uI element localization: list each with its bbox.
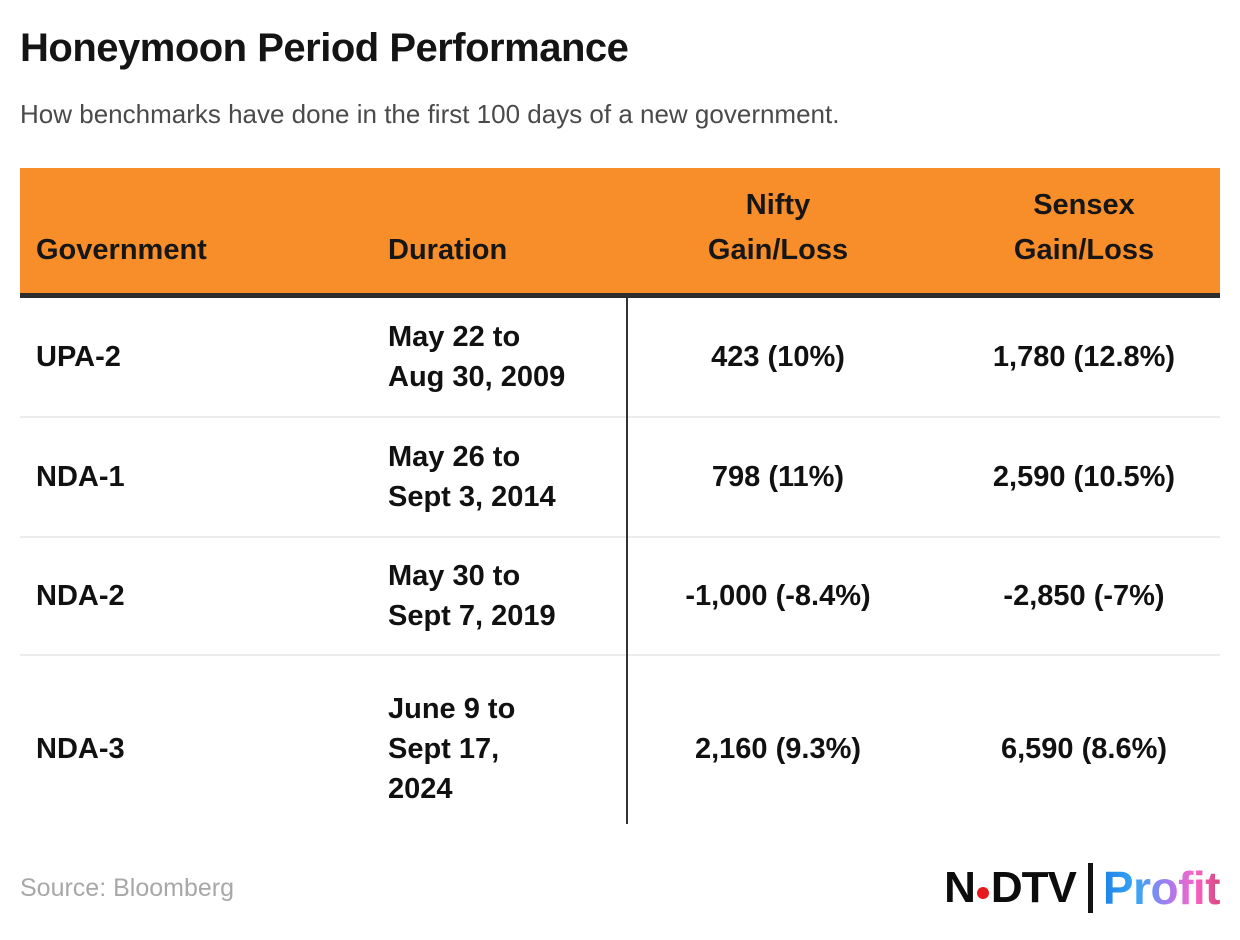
cell-nifty: -1,000 (-8.4%)	[685, 580, 871, 612]
performance-table: Government Duration Nifty Gain/Loss Sens…	[20, 168, 1220, 841]
source-text: Source: Bloomberg	[20, 873, 235, 902]
cell-nifty: 423 (10%)	[711, 341, 845, 373]
cell-sensex: 1,780 (12.8%)	[992, 341, 1176, 373]
cell-duration: May 30 to Sept 7, 2019	[388, 560, 556, 632]
cell-government: NDA-1	[36, 461, 125, 493]
table-row: NDA-2 May 30 to Sept 7, 2019 -1,000 (-8.…	[20, 538, 1220, 656]
page-title: Honeymoon Period Performance	[20, 26, 629, 70]
header-cell-sensex: Sensex Gain/Loss	[1013, 189, 1155, 266]
cell-nifty: 798 (11%)	[711, 461, 845, 493]
header-cell-duration: Duration	[388, 234, 508, 266]
cell-sensex: -2,850 (-7%)	[1003, 580, 1165, 612]
table-row: NDA-3 June 9 to Sept 17, 2024 2,160 (9.3…	[20, 656, 1220, 841]
footer: Source: Bloomberg N DTV Profit	[20, 858, 1221, 918]
header-underline	[20, 293, 1220, 298]
cell-sensex: 6,590 (8.6%)	[1000, 732, 1168, 765]
cell-duration: June 9 to Sept 17, 2024	[388, 692, 516, 805]
cell-nifty: 2,160 (9.3%)	[694, 732, 862, 765]
red-dot-icon	[976, 887, 989, 899]
page-subtitle: How benchmarks have done in the first 10…	[20, 99, 840, 129]
profit-wordmark: Profit	[1102, 862, 1221, 914]
cell-duration: May 26 to Sept 3, 2014	[388, 441, 556, 513]
header-cell-government: Government	[36, 234, 207, 266]
cell-duration: May 22 to Aug 30, 2009	[388, 321, 566, 393]
cell-government: NDA-3	[36, 732, 125, 765]
header-cell-nifty: Nifty Gain/Loss	[707, 189, 849, 266]
cell-government: NDA-2	[36, 580, 125, 612]
table-header-row: Government Duration Nifty Gain/Loss Sens…	[20, 168, 1220, 293]
ndtv-profit-logo: N DTV Profit	[944, 861, 1220, 915]
ndtv-letter-n: N	[944, 863, 976, 912]
ndtv-wordmark: N DTV	[944, 863, 1077, 913]
ndtv-letters-dtv: DTV	[990, 863, 1077, 912]
cell-sensex: 2,590 (10.5%)	[992, 461, 1176, 493]
column-divider-line	[626, 298, 628, 824]
table-row: NDA-1 May 26 to Sept 3, 2014 798 (11%) 2…	[20, 418, 1220, 538]
table-row: UPA-2 May 22 to Aug 30, 2009 423 (10%) 1…	[20, 298, 1220, 418]
cell-government: UPA-2	[36, 341, 121, 373]
logo-divider-bar	[1087, 863, 1093, 913]
